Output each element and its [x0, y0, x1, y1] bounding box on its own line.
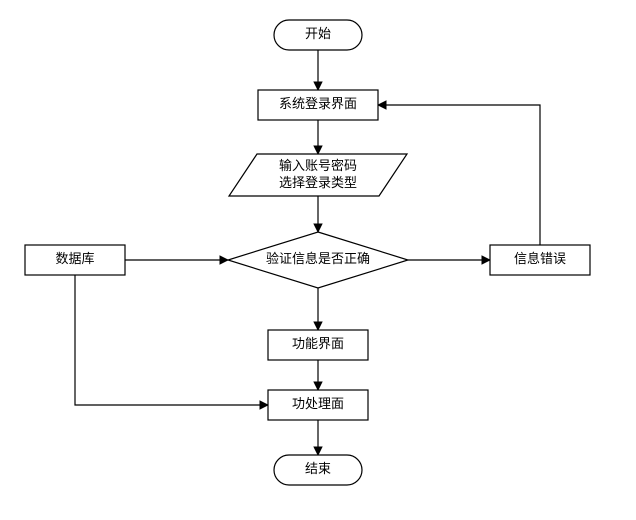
node-process-label: 功处理面 [292, 396, 344, 411]
node-db: 数据库 [25, 245, 125, 275]
node-start-label: 开始 [305, 26, 331, 41]
node-start: 开始 [274, 20, 362, 50]
node-input-label1: 输入账号密码 [279, 158, 357, 173]
flowchart-canvas: 开始系统登录界面输入账号密码选择登录类型验证信息是否正确功能界面功处理面结束数据… [0, 0, 636, 520]
node-end: 结束 [274, 455, 362, 485]
node-login_ui-label: 系统登录界面 [279, 96, 357, 111]
node-login_ui: 系统登录界面 [258, 90, 378, 120]
node-input-label2: 选择登录类型 [279, 175, 357, 190]
edge-error-to-login_ui [378, 105, 540, 245]
node-verify: 验证信息是否正确 [228, 232, 408, 288]
node-error: 信息错误 [490, 245, 590, 275]
node-error-label: 信息错误 [514, 251, 566, 266]
node-end-label: 结束 [305, 461, 331, 476]
node-input: 输入账号密码选择登录类型 [229, 154, 407, 196]
edge-db-to-process [75, 275, 268, 405]
node-func_ui: 功能界面 [268, 330, 368, 360]
node-process: 功处理面 [268, 390, 368, 420]
node-func_ui-label: 功能界面 [292, 336, 344, 351]
node-verify-label: 验证信息是否正确 [266, 251, 370, 266]
node-db-label: 数据库 [55, 251, 94, 266]
